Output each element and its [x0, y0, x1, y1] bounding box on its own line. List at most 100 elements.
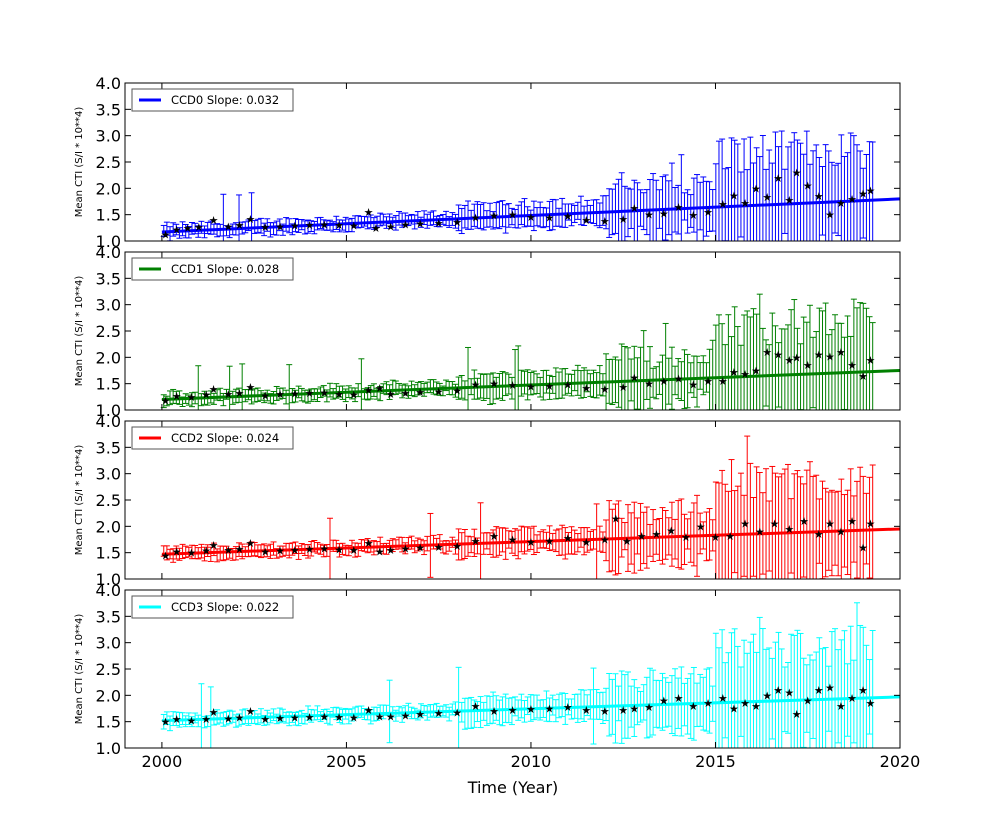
- data-point: ★: [581, 536, 591, 549]
- data-point: ★: [223, 220, 233, 233]
- data-point: ★: [718, 375, 728, 388]
- data-point: ★: [659, 208, 669, 221]
- data-point: ★: [803, 359, 813, 372]
- data-point: ★: [319, 219, 329, 232]
- data-point: ★: [415, 218, 425, 231]
- data-point: ★: [618, 213, 628, 226]
- data-point: ★: [434, 217, 444, 230]
- data-points: ★★★★★★★★★★★★★★★★★★★★★★★★★★★★★★★★★★★★★★★★…: [161, 681, 876, 728]
- data-point: ★: [172, 223, 182, 236]
- panel-ccd0: ★ ★ ★ ★★ ★ ★ ★★ ★ ★ ★ ★ ★ ★★★ ★ ★ ★ ★ ★ ★ ★ ★ ★ ★ ★ ★ ★ ★★★ ★★★ ★★★★…: [74, 74, 901, 251]
- data-point: ★: [508, 534, 518, 547]
- data-point: ★: [305, 711, 315, 724]
- data-point: ★: [618, 704, 628, 717]
- data-point: ★: [659, 695, 669, 708]
- data-point: ★: [201, 713, 211, 726]
- data-point: ★: [209, 539, 219, 552]
- y-tick-label: 2.5: [96, 153, 121, 172]
- data-point: ★: [729, 190, 739, 203]
- data-point: ★: [349, 544, 359, 557]
- data-point: ★: [784, 354, 794, 367]
- data-point: ★: [186, 715, 196, 728]
- fit-line: [161, 197, 900, 234]
- data-point: ★: [319, 387, 329, 400]
- data-points: ★★★★★★★★★★★★★★★★★★★★★★★★★★★★★★★★★★★★★★★★…: [161, 346, 876, 407]
- data-point: ★: [784, 523, 794, 536]
- data-point: ★: [825, 350, 835, 363]
- data-point: ★: [489, 210, 499, 223]
- data-point: ★: [234, 387, 244, 400]
- y-axis-label: Mean CTI (S/I * 10**4): [74, 445, 85, 556]
- data-point: ★: [637, 530, 647, 543]
- data-point: ★: [814, 684, 824, 697]
- data-point: ★: [305, 219, 315, 232]
- data-point: ★: [290, 388, 300, 401]
- data-point: ★: [260, 221, 270, 234]
- legend: CCD0 Slope: 0.032: [131, 88, 294, 112]
- y-tick-label: 4.0: [96, 243, 121, 262]
- y-tick-label: 3.0: [96, 127, 121, 146]
- data-point: ★: [415, 386, 425, 399]
- data-point: ★: [751, 700, 761, 713]
- data-point: ★: [526, 380, 536, 393]
- y-tick-label: 3.0: [96, 296, 121, 315]
- legend: CCD1 Slope: 0.028: [131, 257, 294, 281]
- legend-box: [131, 88, 294, 112]
- fit-line: [161, 369, 900, 401]
- data-point: ★: [209, 214, 219, 227]
- data-point: ★: [651, 528, 661, 541]
- data-point: ★: [784, 687, 794, 700]
- data-point: ★: [688, 209, 698, 222]
- data-point: ★: [471, 535, 481, 548]
- data-point: ★: [194, 221, 204, 234]
- data-point: ★: [161, 549, 171, 562]
- data-point: ★: [618, 381, 628, 394]
- plot-area: ★★★★★★★★★★★★★★★★★★★★★★★★★★★★★★★★★★★★★★★★…: [161, 293, 900, 410]
- data-point: ★: [415, 708, 425, 721]
- data-point: ★: [186, 547, 196, 560]
- data-point: ★: [161, 229, 171, 242]
- data-point: ★: [803, 180, 813, 193]
- data-point: ★: [183, 222, 193, 235]
- data-point: ★: [452, 540, 462, 553]
- plot-area: ★★★★★★★★★★★★★★★★★★★★★★★★★★★★★★★★★★★★★★★★…: [161, 130, 900, 242]
- data-point: ★: [836, 526, 846, 539]
- data-point: ★: [751, 365, 761, 378]
- data-point: ★: [847, 692, 857, 705]
- data-point: ★: [755, 526, 765, 539]
- data-point: ★: [508, 379, 518, 392]
- data-point: ★: [246, 705, 256, 718]
- x-tick-label: 2010: [511, 752, 552, 771]
- data-point: ★: [452, 216, 462, 229]
- data-point: ★: [275, 712, 285, 725]
- data-point: ★: [290, 544, 300, 557]
- data-point: ★: [847, 359, 857, 372]
- data-point: ★: [375, 382, 385, 395]
- data-point: ★: [718, 198, 728, 211]
- y-tick-label: 3.5: [96, 269, 121, 288]
- data-point: ★: [600, 534, 610, 547]
- data-point: ★: [434, 541, 444, 554]
- data-point: ★: [375, 546, 385, 559]
- data-point: ★: [622, 535, 632, 548]
- legend: CCD3 Slope: 0.022: [131, 595, 294, 619]
- data-point: ★: [681, 531, 691, 544]
- plot-area: ★★★★★★★★★★★★★★★★★★★★★★★★★★★★★★★★★★★★★★★★…: [161, 602, 900, 748]
- y-tick-label: 1.0: [96, 232, 121, 251]
- y-tick-label: 1.5: [96, 544, 121, 563]
- y-tick-label: 3.5: [96, 100, 121, 119]
- data-point: ★: [600, 705, 610, 718]
- y-tick-label: 3.5: [96, 607, 121, 626]
- data-point: ★: [434, 707, 444, 720]
- data-point: ★: [275, 545, 285, 558]
- data-point: ★: [223, 713, 233, 726]
- data-point: ★: [858, 684, 868, 697]
- y-tick-label: 4.0: [96, 581, 121, 600]
- y-tick-label: 3.5: [96, 438, 121, 457]
- data-point: ★: [489, 705, 499, 718]
- data-point: ★: [386, 710, 396, 723]
- data-point: ★: [792, 351, 802, 364]
- data-point: ★: [666, 525, 676, 538]
- data-point: ★: [674, 692, 684, 705]
